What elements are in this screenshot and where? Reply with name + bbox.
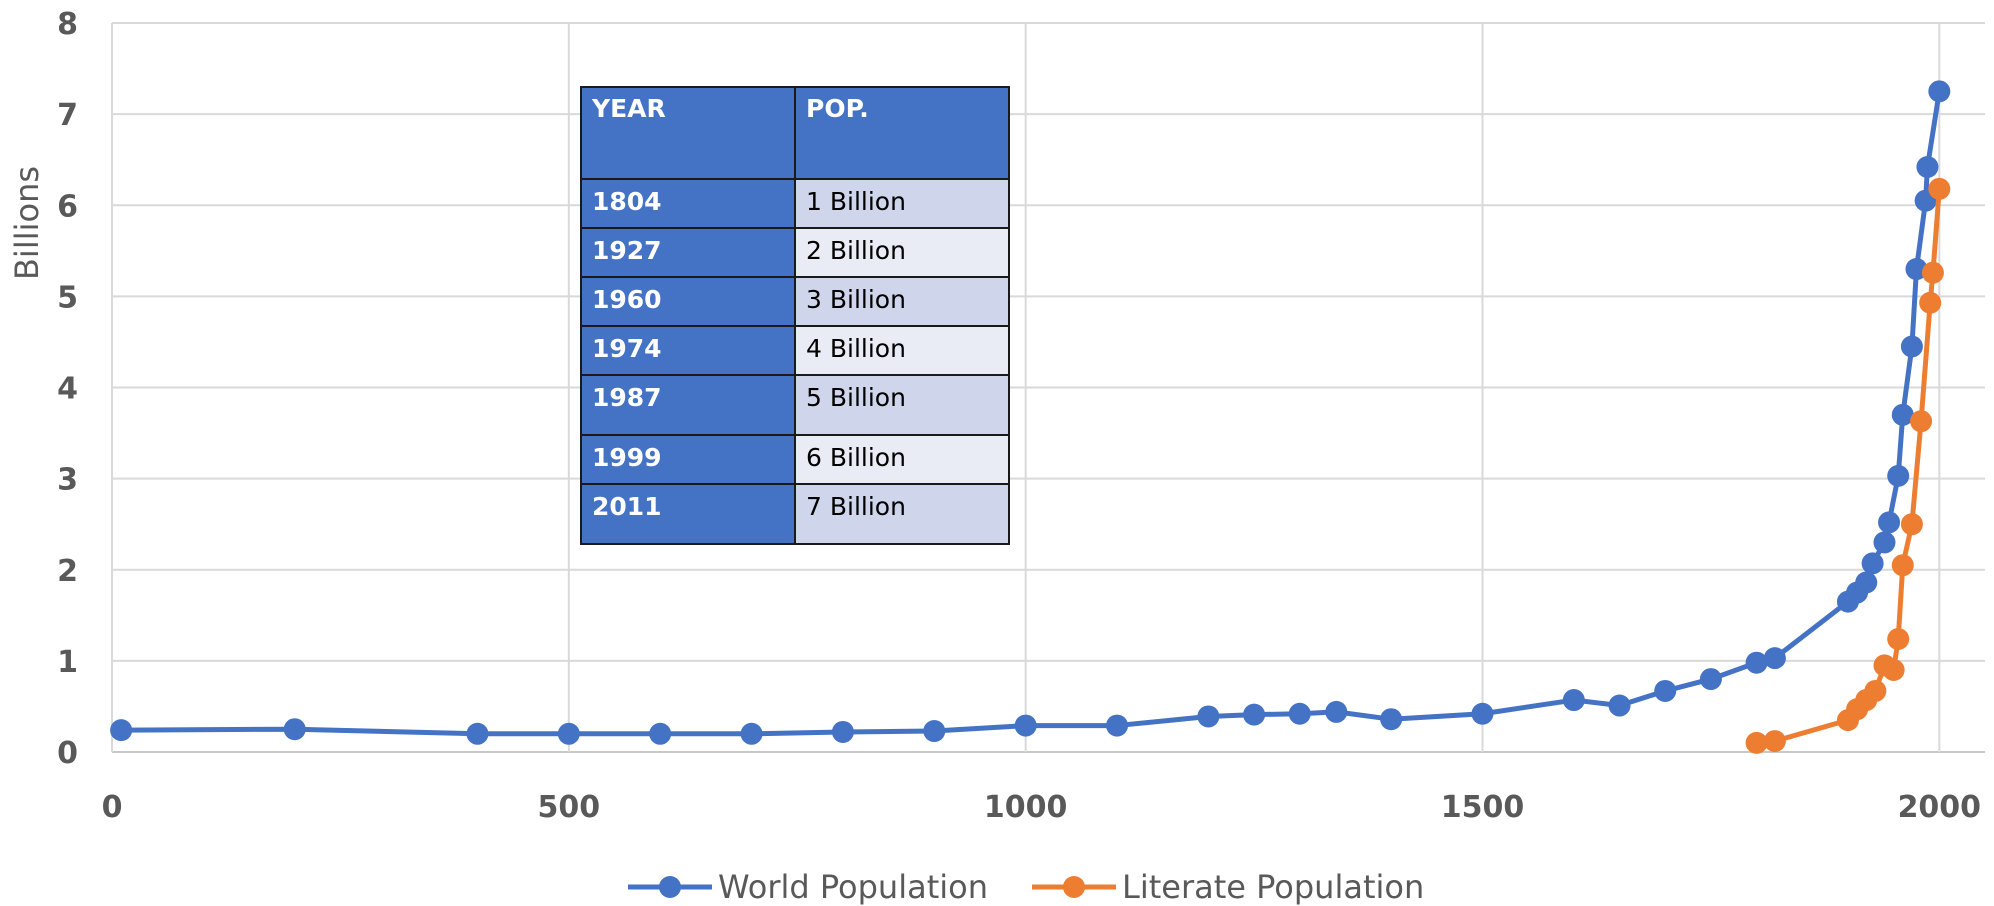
y-tick-label: 0 — [57, 736, 78, 771]
legend-marker — [1063, 876, 1085, 898]
data-point — [740, 722, 763, 745]
table-cell-pop: 4 Billion — [794, 325, 1010, 376]
y-tick-label: 7 — [57, 98, 78, 133]
data-point — [1861, 552, 1884, 575]
data-point — [1919, 291, 1942, 314]
data-point — [283, 718, 306, 741]
table-row: 1987 5 Billion — [580, 374, 1010, 436]
data-point — [1562, 689, 1585, 712]
y-tick-label: 1 — [57, 645, 78, 680]
data-point — [1916, 155, 1939, 178]
data-point — [1763, 730, 1786, 753]
y-tick-label: 5 — [57, 280, 78, 315]
data-point — [1873, 531, 1896, 554]
table-cell-year: 1804 — [580, 178, 796, 229]
x-tick-label: 1000 — [984, 790, 1068, 825]
data-point — [1878, 511, 1901, 534]
x-tick-label: 0 — [102, 790, 123, 825]
table-cell-pop: 1 Billion — [794, 178, 1010, 229]
data-point — [1608, 694, 1631, 717]
data-point — [831, 720, 854, 743]
data-point — [1891, 554, 1914, 577]
table-header-year: YEAR — [580, 86, 796, 180]
y-axis-title: Billions — [8, 166, 46, 280]
table-row: 1974 4 Billion — [580, 325, 1010, 376]
data-point — [1471, 702, 1494, 725]
table-cell-year: 1999 — [580, 434, 796, 485]
data-point — [1288, 702, 1311, 725]
series-line — [118, 88, 1942, 737]
table-cell-year: 1987 — [580, 374, 796, 436]
table-cell-pop: 7 Billion — [794, 483, 1010, 545]
y-tick-label: 6 — [57, 189, 78, 224]
table-header-pop: POP. — [794, 86, 1010, 180]
legend-label: Literate Population — [1122, 868, 1424, 906]
legend-item-0: World Population — [628, 868, 988, 906]
data-point — [1014, 714, 1037, 737]
y-tick-label: 4 — [57, 372, 78, 407]
legend-item-1: Literate Population — [1032, 868, 1424, 906]
y-tick-label: 8 — [57, 7, 78, 42]
data-point — [1106, 714, 1129, 737]
table-row: 2011 7 Billion — [580, 483, 1010, 545]
data-point — [1855, 571, 1878, 594]
data-point — [557, 722, 580, 745]
data-point — [1864, 679, 1887, 702]
data-point — [1900, 513, 1923, 536]
data-point — [1243, 703, 1266, 726]
series-0 — [110, 80, 1951, 745]
x-tick-label: 2000 — [1898, 790, 1982, 825]
data-point — [1891, 403, 1914, 426]
table-cell-pop: 5 Billion — [794, 374, 1010, 436]
x-tick-label: 1500 — [1441, 790, 1525, 825]
data-point — [1928, 177, 1951, 200]
table-header-row: YEAR POP. — [580, 86, 1010, 180]
x-tick-label: 500 — [538, 790, 601, 825]
legend-marker — [659, 876, 681, 898]
table-cell-pop: 2 Billion — [794, 227, 1010, 278]
legend-label: World Population — [718, 868, 988, 906]
table-cell-year: 1960 — [580, 276, 796, 327]
data-point — [466, 722, 489, 745]
table-row: 1927 2 Billion — [580, 227, 1010, 278]
data-point — [1380, 708, 1403, 731]
table-cell-pop: 3 Billion — [794, 276, 1010, 327]
chart-gridlines — [111, 22, 1985, 753]
data-point — [649, 722, 672, 745]
table-cell-year: 1927 — [580, 227, 796, 278]
data-point — [1197, 705, 1220, 728]
data-point — [1900, 335, 1923, 358]
data-point — [1699, 668, 1722, 691]
population-milestones-table: YEAR POP. 1804 1 Billion 1927 2 Billion … — [580, 86, 1010, 545]
table-row: 1804 1 Billion — [580, 178, 1010, 229]
y-tick-label: 2 — [57, 554, 78, 589]
data-point — [110, 719, 133, 742]
table-row: 1999 6 Billion — [580, 434, 1010, 485]
data-point — [923, 720, 946, 743]
table-cell-pop: 6 Billion — [794, 434, 1010, 485]
data-point — [1905, 258, 1928, 281]
data-point — [1928, 80, 1951, 103]
y-tick-label: 3 — [57, 463, 78, 498]
data-point — [1921, 261, 1944, 284]
chart-axes: 0 1 2 3 4 5 6 7 8 0 500 1000 1500 2000 Billions — [8, 7, 1981, 825]
table-row: 1960 3 Billion — [580, 276, 1010, 327]
data-point — [1910, 410, 1933, 433]
data-point — [1325, 700, 1348, 723]
data-point — [1887, 464, 1910, 487]
data-point — [1882, 658, 1905, 681]
data-point — [1887, 628, 1910, 651]
data-point — [1654, 679, 1677, 702]
table-cell-year: 2011 — [580, 483, 796, 545]
series-1 — [1745, 177, 1951, 754]
table-cell-year: 1974 — [580, 325, 796, 376]
data-point — [1745, 731, 1768, 754]
chart-legend: World Population Literate Population — [628, 868, 1424, 906]
data-point — [1745, 651, 1768, 674]
data-point — [1763, 647, 1786, 670]
chart-series — [110, 80, 1951, 754]
